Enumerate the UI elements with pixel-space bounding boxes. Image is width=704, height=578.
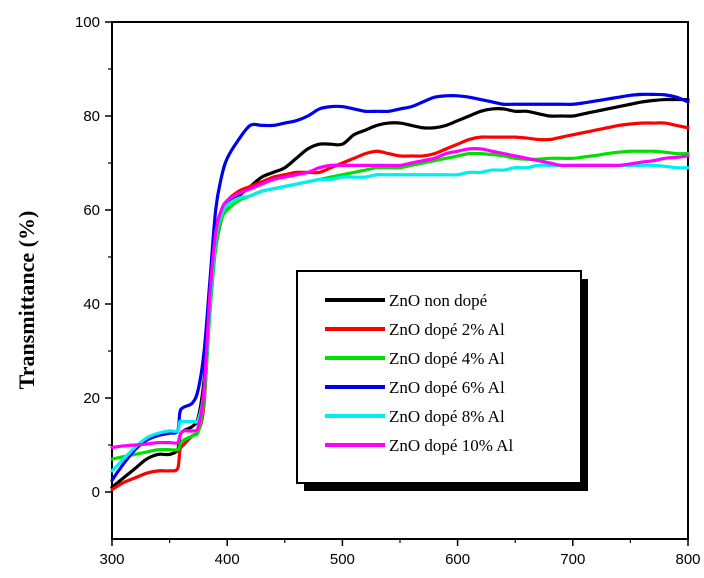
- x-tick-label: 600: [445, 551, 470, 568]
- legend-box: [296, 270, 582, 484]
- legend-label: ZnO dopé 6% Al: [389, 378, 505, 397]
- legend-label: ZnO dopé 10% Al: [389, 436, 513, 455]
- legend: ZnO non dopé ZnO dopé 2% Al ZnO dopé 4% Al…: [296, 270, 588, 491]
- x-tick-label: 700: [560, 551, 585, 568]
- series-line-0: [110, 97, 690, 489]
- y-tick-label: 20: [83, 390, 100, 407]
- x-tick-label: 800: [675, 551, 700, 568]
- series-line-5: [110, 147, 690, 449]
- y-tick-label: 60: [83, 202, 100, 219]
- legend-label: ZnO dopé 2% Al: [389, 320, 505, 339]
- y-tick-label: 80: [83, 108, 100, 125]
- y-axis-label: Transmittance (%): [14, 211, 39, 390]
- series-lines: [110, 92, 690, 492]
- x-axis-ticks: 300 400 500 600 700 800: [99, 539, 701, 568]
- series-line-3: [110, 92, 690, 482]
- x-tick-label: 300: [99, 551, 124, 568]
- x-tick-label: 500: [330, 551, 355, 568]
- y-tick-label: 0: [92, 484, 100, 501]
- y-tick-label: 40: [83, 296, 100, 313]
- x-tick-label: 400: [215, 551, 240, 568]
- legend-label: ZnO non dopé: [389, 291, 487, 310]
- y-axis-ticks: 0 20 40 60 80 100: [75, 14, 112, 501]
- legend-label: ZnO dopé 4% Al: [389, 349, 505, 368]
- y-tick-label: 100: [75, 14, 100, 31]
- series-line-2: [110, 149, 690, 461]
- legend-items: ZnO non dopé ZnO dopé 2% Al ZnO dopé 4% Al…: [325, 291, 513, 455]
- legend-label: ZnO dopé 8% Al: [389, 407, 505, 426]
